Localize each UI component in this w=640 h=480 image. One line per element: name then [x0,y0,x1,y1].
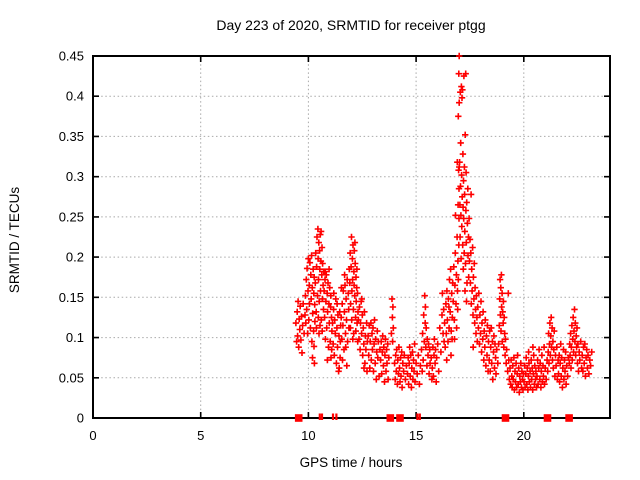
zero-square-marker [386,414,395,422]
y-tick-label: 0.3 [66,169,84,184]
y-tick-labels: 0 0.05 0.1 0.15 0.2 0.25 0.3 0.35 0.4 0.45 [59,49,84,426]
y-tick-label: 0.2 [66,250,84,265]
gridlines [93,56,610,418]
zero-square-marker [543,414,552,422]
zero-tick-marker [418,413,421,420]
zero-tick-marker [318,413,321,420]
tick-marks [92,55,610,419]
y-axis-label: SRMTID / TECUs [7,187,22,294]
x-axis-label: GPS time / hours [300,455,403,470]
zero-tick-marker [320,413,324,420]
zero-tick-marker [416,413,419,420]
y-tick-label: 0.05 [59,370,84,385]
chart-title: Day 223 of 2020, SRMTID for receiver ptg… [216,17,485,33]
x-tick-label: 15 [409,428,423,443]
zero-square-marker [565,414,573,422]
zero-tick-marker [331,413,335,420]
y-tick-label: 0.1 [66,330,84,345]
x-tick-label: 10 [301,428,315,443]
zero-square-marker [501,414,510,422]
zero-square-marker [396,414,404,422]
x-tick-label: 20 [517,428,531,443]
x-tick-label: 0 [89,428,96,443]
zero-markers [294,413,573,422]
y-tick-label: 0.4 [66,89,84,104]
zero-square-marker [294,414,303,422]
y-tick-label: 0.45 [59,49,84,64]
scatter-points [292,52,595,396]
x-tick-labels: 0 5 10 15 20 [89,428,531,443]
x-tick-label: 5 [197,428,204,443]
y-tick-label: 0.35 [59,129,84,144]
y-tick-label: 0.15 [59,290,84,305]
grid-layer [93,56,610,418]
plot-border [92,55,611,419]
y-tick-label: 0 [77,411,84,426]
y-tick-label: 0.25 [59,209,84,224]
zero-tick-marker [335,413,338,420]
